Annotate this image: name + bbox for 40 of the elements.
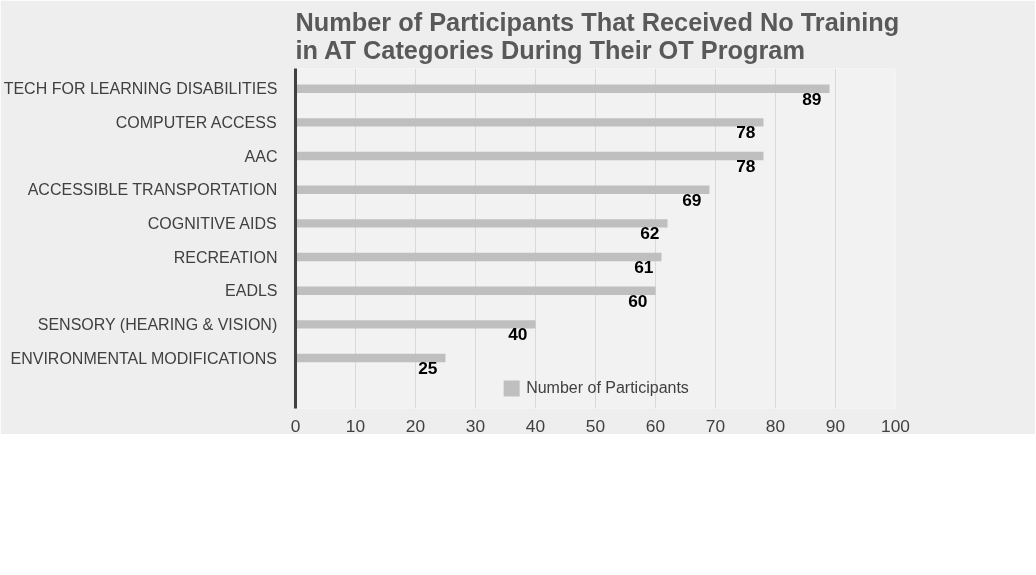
data-label: 78 (736, 122, 756, 143)
y-tick-label: SENSORY (HEARING & VISION) (37, 315, 278, 333)
x-tick-label: 20 (405, 415, 426, 436)
data-label: 25 (418, 358, 438, 378)
data-label: 89 (802, 88, 822, 109)
x-tick-label: 70 (705, 415, 726, 436)
y-tick-label: TECH FOR LEARNING DISABILITIES (3, 80, 278, 98)
y-tick-label: ENVIRONMENTAL MODIFICATIONS (10, 349, 277, 367)
chart-title: Number of Participants That Received No Training in AT Categories During Their OT Program (295, 7, 900, 64)
y-tick-label: COGNITIVE AIDS (147, 214, 277, 232)
x-tick-label: 90 (825, 415, 846, 436)
legend-label: Number of Participants (526, 379, 689, 397)
bar (295, 286, 656, 295)
x-tick-label: 0 (290, 415, 301, 436)
bar (295, 185, 710, 194)
bar (295, 84, 830, 93)
x-tick-label: 50 (585, 415, 606, 436)
y-tick-label: EADLS (225, 282, 278, 300)
y-tick-label: AAC (244, 147, 278, 165)
x-tick-label: 10 (345, 415, 366, 436)
data-label: 61 (634, 257, 654, 278)
data-label: 78 (736, 156, 756, 177)
bar (295, 252, 662, 262)
bar (295, 353, 446, 363)
data-label: 69 (682, 189, 702, 210)
x-tick-label: 40 (525, 415, 546, 436)
y-tick-label: RECREATION (173, 248, 278, 266)
y-tick-label: COMPUTER ACCESS (115, 113, 277, 131)
bar (295, 118, 764, 127)
bar (295, 219, 668, 228)
x-tick-label: 30 (465, 415, 486, 436)
data-label: 40 (508, 324, 528, 345)
data-label: 60 (628, 290, 648, 311)
x-tick-label: 80 (765, 415, 786, 436)
y-tick-label: ACCESSIBLE TRANSPORTATION (27, 181, 278, 199)
x-tick-label: 100 (881, 415, 910, 436)
bar (295, 320, 536, 329)
bar (295, 151, 764, 161)
data-label: 62 (640, 223, 660, 244)
x-tick-label: 60 (645, 415, 666, 436)
